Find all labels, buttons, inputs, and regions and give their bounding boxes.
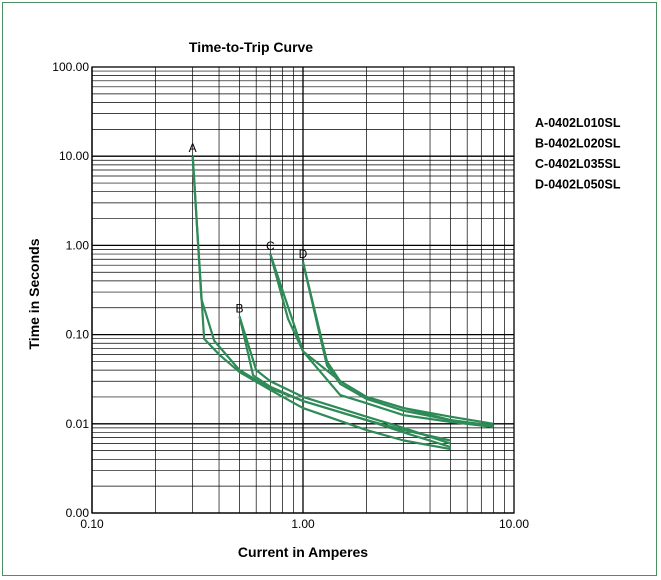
- curve-b-lower: [238, 316, 451, 449]
- curve-c-upper: [269, 253, 494, 427]
- chart-title: Time-to-Trip Curve: [189, 39, 313, 55]
- y-tick-label: 10.00: [59, 149, 89, 163]
- curve-c-lower: [269, 253, 494, 429]
- x-tick-label: 0.10: [80, 517, 104, 531]
- y-tick-label: 0.10: [66, 328, 90, 342]
- curve-b-upper: [238, 316, 451, 445]
- curve-d-lower: [301, 261, 494, 427]
- trip-curves: [191, 156, 494, 451]
- curve-label-b: B: [235, 301, 243, 315]
- curve-label-a: A: [189, 141, 197, 155]
- curve-label-c: C: [266, 239, 275, 253]
- x-tick-labels: 0.10 1.00 10.00: [80, 517, 529, 531]
- curve-label-d: D: [299, 247, 308, 261]
- legend-entry: B-0402L020SL: [535, 137, 621, 151]
- y-tick-label: 100.00: [52, 60, 89, 74]
- y-tick-label: 1.00: [66, 238, 90, 252]
- y-tick-label: 0.00: [66, 506, 90, 520]
- plot-grid: [91, 66, 515, 514]
- plot-border: [91, 66, 515, 514]
- y-axis-title: Time in Seconds: [26, 238, 42, 349]
- legend-entry: D-0402L050SL: [535, 178, 621, 192]
- curve-a-upper: [191, 156, 451, 442]
- time-to-trip-chart: Time-to-Trip Curve 0.10 1.00 10.00 0.000.0…: [26, 39, 621, 560]
- legend-entry: A-0402L010SL: [535, 116, 621, 130]
- legend-entry: C-0402L035SL: [535, 157, 621, 171]
- curve-labels: A B C D: [189, 141, 308, 315]
- y-tick-label: 0.01: [66, 417, 90, 431]
- y-tick-labels: 0.00 0.01 0.10 1.00 10.00 100.00: [52, 60, 89, 520]
- x-axis-title: Current in Amperes: [238, 544, 368, 560]
- legend: A-0402L010SL B-0402L020SL C-0402L035SL D-04…: [535, 116, 621, 192]
- curve-a-lower: [191, 156, 451, 451]
- x-tick-label: 1.00: [291, 517, 315, 531]
- x-tick-label: 10.00: [499, 517, 529, 531]
